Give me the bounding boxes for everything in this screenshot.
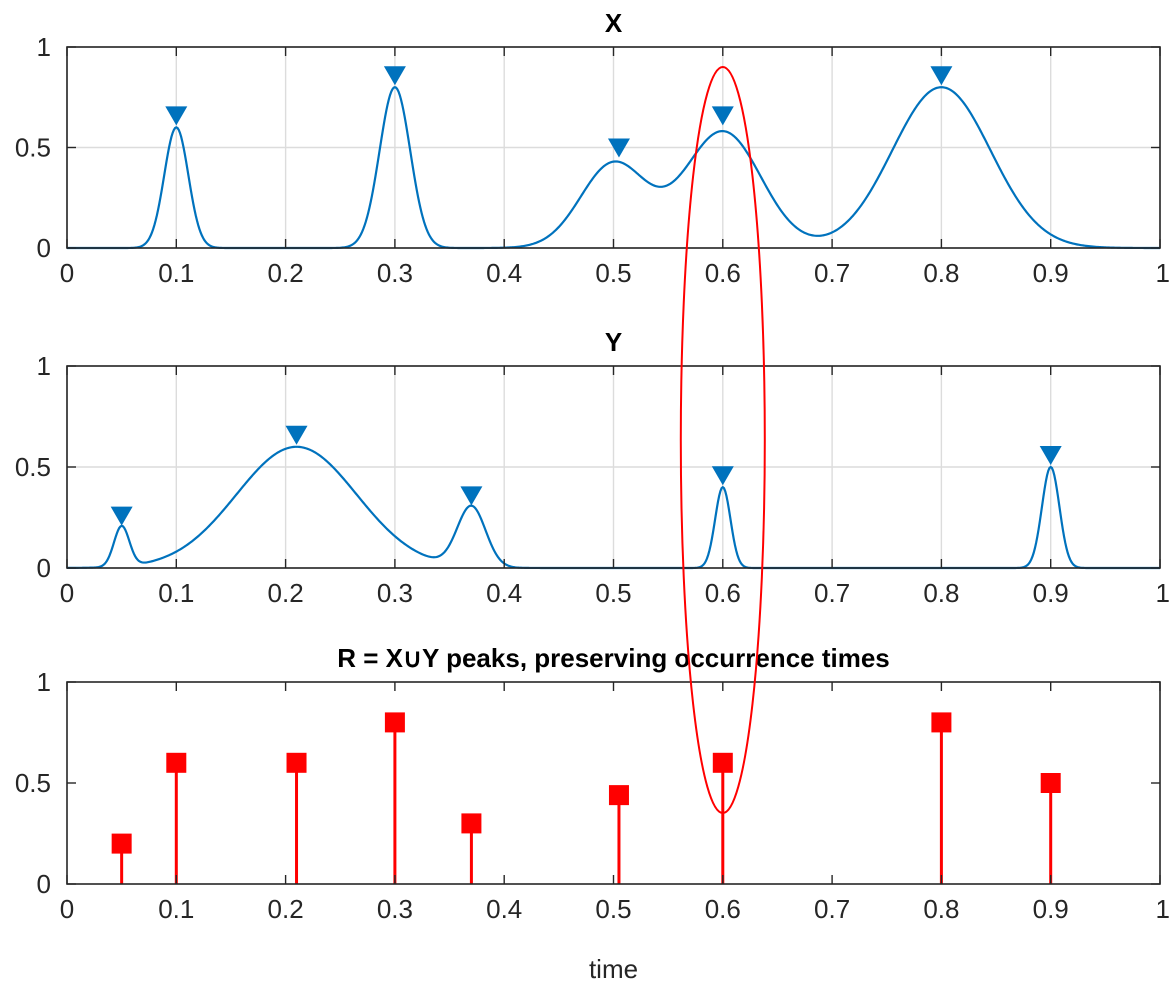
x-tick-label: 1 — [1156, 258, 1170, 288]
stem-marker — [712, 752, 733, 773]
x-tick-label: 0 — [60, 258, 74, 288]
y-tick-label: 1 — [37, 351, 51, 381]
x-tick-label: 0.4 — [486, 258, 522, 288]
x-tick-label: 0.8 — [923, 894, 959, 924]
chart-title: R = X∪Y peaks, preserving occurrence tim… — [337, 643, 890, 673]
x-tick-label: 0.5 — [595, 894, 631, 924]
highlight-ellipse — [679, 66, 766, 814]
stem-marker — [931, 712, 952, 733]
peak-marker — [607, 138, 630, 158]
x-tick-label: 0.8 — [923, 258, 959, 288]
annotation-overlay — [679, 66, 766, 814]
axes-r-peaks: 0 0.1 0.2 0.3 0.4 0.5 0.6 0.7 0.8 0.9 1 0 0.5 1 R = X∪… — [15, 643, 1170, 984]
stem-marker — [166, 752, 187, 773]
x-tick-label: 0.8 — [923, 578, 959, 608]
x-axis-label: time — [589, 954, 638, 984]
axes-x-signal: 0 0.1 0.2 0.3 0.4 0.5 0.6 0.7 0.8 0.9 1 0 0.5 1 X — [15, 8, 1170, 288]
y-tick-label: 1 — [37, 32, 51, 62]
x-tick-label: 0.5 — [595, 578, 631, 608]
x-tick-label: 0.6 — [705, 578, 741, 608]
axes-frame — [66, 681, 1161, 885]
stem-marker — [111, 833, 132, 854]
y-tick-label: 0 — [37, 553, 51, 583]
y-tick-label: 0.5 — [15, 133, 51, 163]
x-tick-label: 0.2 — [268, 258, 304, 288]
x-tick-label: 0.4 — [486, 578, 522, 608]
x-tick-label: 0.3 — [377, 258, 413, 288]
peak-marker — [383, 66, 406, 86]
peak-marker — [165, 106, 188, 126]
x-tick-label: 0.7 — [814, 258, 850, 288]
x-tick-label: 1 — [1156, 578, 1170, 608]
x-tick-label: 0.4 — [486, 894, 522, 924]
stem-marker — [384, 712, 405, 733]
axes-y-signal: 0 0.1 0.2 0.3 0.4 0.5 0.6 0.7 0.8 0.9 1 0 0.5 1 Y — [15, 327, 1170, 608]
x-tick-label: 0.7 — [814, 894, 850, 924]
x-tick-label: 0.6 — [705, 258, 741, 288]
chart-title: X — [605, 8, 623, 38]
x-tick-label: 0.6 — [705, 894, 741, 924]
x-tick-label: 0.1 — [158, 258, 194, 288]
peak-marker — [285, 425, 308, 445]
peak-marker — [110, 506, 133, 526]
x-tick-label: 0.3 — [377, 894, 413, 924]
x-tick-label: 0.7 — [814, 578, 850, 608]
x-tick-label: 0 — [60, 578, 74, 608]
stem-marker — [1040, 773, 1061, 793]
peak-marker — [930, 66, 953, 86]
y-tick-label: 0 — [37, 233, 51, 263]
x-tick-label: 0.5 — [595, 258, 631, 288]
peak-marker — [711, 466, 734, 486]
stem-marker — [461, 813, 482, 834]
stem-marker — [608, 785, 629, 806]
peak-marker — [1039, 446, 1062, 465]
chart-title: Y — [605, 327, 622, 357]
x-tick-label: 0.2 — [268, 578, 304, 608]
y-tick-label: 0.5 — [15, 768, 51, 798]
x-tick-label: 0.1 — [158, 894, 194, 924]
x-tick-label: 0 — [60, 894, 74, 924]
x-tick-label: 0.9 — [1033, 894, 1069, 924]
y-tick-label: 0 — [37, 869, 51, 899]
x-tick-label: 1 — [1156, 894, 1170, 924]
peak-marker — [460, 486, 483, 506]
x-tick-label: 0.9 — [1033, 578, 1069, 608]
x-tick-label: 0.9 — [1033, 258, 1069, 288]
peak-marker — [711, 106, 734, 126]
stem-marker — [286, 752, 307, 773]
x-tick-label: 0.1 — [158, 578, 194, 608]
y-tick-label: 1 — [37, 667, 51, 697]
x-tick-label: 0.3 — [377, 578, 413, 608]
x-tick-label: 0.2 — [268, 894, 304, 924]
y-tick-label: 0.5 — [15, 452, 51, 482]
